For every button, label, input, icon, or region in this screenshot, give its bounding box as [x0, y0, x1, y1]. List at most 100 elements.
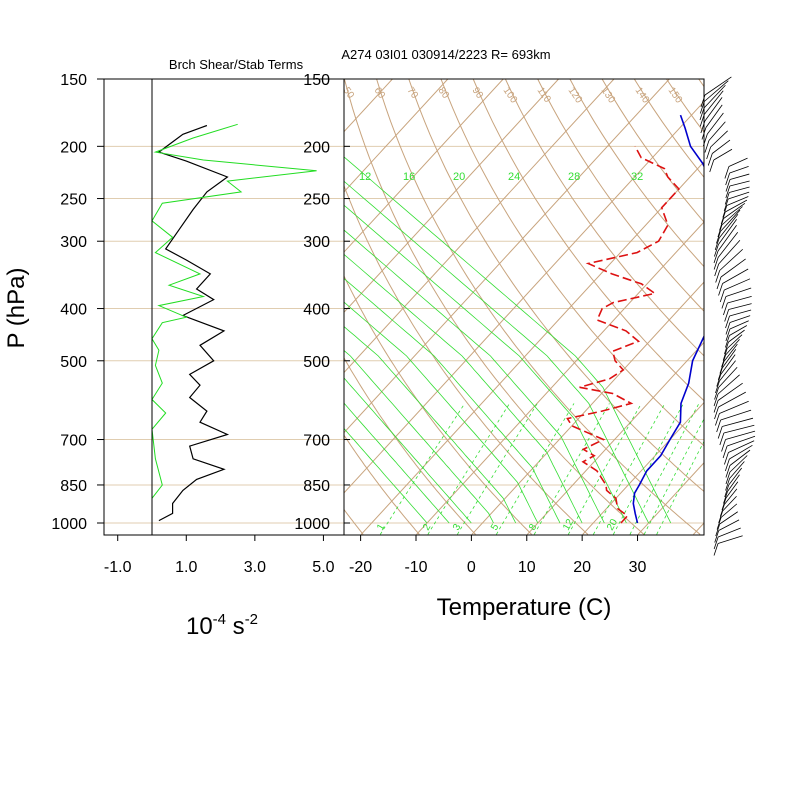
wind-barb-flag — [721, 439, 726, 452]
skewt-dry-adiabat — [344, 508, 364, 535]
skewt-theta-label-150: 150 — [666, 85, 685, 105]
wind-barb-flag — [714, 406, 719, 420]
wind-barb-flag — [725, 322, 731, 335]
wind-barb-shaft — [708, 121, 726, 141]
right-y-tick-label-850: 850 — [303, 478, 330, 495]
skewt-mixing-ratio-line — [427, 403, 510, 535]
right-y-tick-label-700: 700 — [303, 433, 330, 450]
skewt-mixing-ratio-line — [629, 403, 700, 535]
wind-barb-flag — [723, 491, 728, 504]
wind-barb-flag — [719, 289, 725, 303]
wind-barb-shaft — [729, 325, 748, 336]
right-y-tick-label-1000: 1000 — [294, 516, 330, 533]
wind-barb-flag — [725, 328, 731, 342]
skewt-moist-adiabat — [344, 229, 605, 524]
wind-barb-flag — [699, 101, 705, 114]
right-x-tick-label-30: 30 — [629, 559, 647, 576]
left-series-group — [151, 123, 317, 522]
wind-barb-shaft — [729, 180, 750, 187]
skewt-moist-adiabat — [344, 301, 539, 524]
wind-barb-flag — [714, 237, 720, 251]
wind-barb-flag — [722, 445, 728, 459]
right-x-axis-label: Temperature (C) — [437, 594, 612, 621]
wind-barb-flag — [719, 361, 725, 374]
wind-barb-shaft — [729, 455, 748, 473]
left-x-tick-label--1.0: -1.0 — [104, 559, 132, 576]
wind-barb-flag — [724, 309, 730, 322]
left-panel-title: Brch Shear/Stab Terms — [169, 57, 304, 72]
wind-barb-flag — [719, 504, 725, 517]
skew-t-profiles — [566, 114, 704, 524]
wind-barb-shaft — [729, 461, 745, 479]
wind-barb-flag — [699, 114, 705, 127]
skewt-mixing-ratio-bottom-label-3: 3 — [451, 522, 464, 533]
wind-barb-shaft — [722, 496, 737, 512]
skewt-moist-adiabat — [344, 180, 649, 524]
skewt-moist-adiabat — [344, 204, 627, 524]
wind-barb-shaft — [720, 354, 736, 375]
wind-barb-shaft — [728, 467, 743, 486]
left-y-tick-label-850: 850 — [60, 478, 87, 495]
skewt-dry-adiabat — [344, 274, 532, 535]
wind-barb-flag — [719, 432, 725, 446]
skewt-isotherm — [582, 401, 704, 535]
wind-barb-shaft — [717, 527, 741, 538]
wind-barb-flag — [717, 367, 723, 381]
shear-stability-panel: 150 200 250 300 400 500 700 850 1000 -1.0 1.0 3.0 5… — [3, 57, 345, 640]
skewt-mixing-ratio-top-label-12: 12 — [359, 171, 371, 183]
wind-barb-shaft — [726, 196, 749, 206]
left-x-axis-label-unit: s — [226, 613, 245, 640]
skewt-dry-adiabat — [569, 79, 704, 268]
skewt-dry-adiabat — [408, 79, 704, 493]
right-x-tick-labels: -20 -10 0 10 20 30 — [349, 535, 647, 576]
skewt-mixing-ratio-bottom-label-5: 5 — [489, 522, 502, 533]
wind-barb-shaft — [721, 206, 743, 226]
left-y-tick-label-400: 400 — [60, 302, 87, 319]
wind-barb-flag — [700, 94, 706, 108]
left-y-tick-label-250: 250 — [60, 192, 87, 209]
wind-barb-shaft — [707, 112, 724, 135]
skewt-mixing-ratio-line — [533, 403, 610, 535]
wind-barb-flag — [717, 426, 723, 439]
skewt-dry-adiabat — [601, 79, 704, 223]
wind-barb-flag — [724, 458, 730, 472]
wind-barb-shaft — [727, 474, 740, 492]
wind-barb-shaft — [729, 449, 751, 466]
left-y-tick-label-200: 200 — [60, 139, 87, 156]
wind-barb-shaft — [704, 76, 732, 96]
wind-barb-shaft — [725, 287, 752, 297]
wind-barb-flag — [716, 419, 722, 433]
left-x-tick-labels: -1.0 1.0 3.0 5.0 — [104, 535, 335, 576]
skewt-isotherm — [344, 79, 670, 434]
wind-barb-flag — [699, 107, 705, 121]
wind-barb-flag — [725, 465, 731, 478]
left-series-line-2 — [151, 123, 317, 514]
wind-barb-flag — [706, 146, 712, 160]
wind-barb-flag — [713, 250, 719, 264]
skewt-dry-adiabat — [719, 63, 800, 535]
wind-barb-shaft — [718, 239, 741, 265]
wind-barb-shaft — [719, 360, 736, 382]
wind-barb-flag — [721, 296, 727, 309]
wind-barb-flag — [725, 185, 731, 199]
wind-barb-flag — [722, 348, 728, 361]
skewt-mixing-ratio-line — [656, 440, 704, 535]
wind-barb-flag — [702, 133, 708, 147]
wind-barb-flag — [723, 198, 729, 212]
left-x-tick-label-5.0: 5.0 — [312, 559, 334, 576]
skewt-dry-adiabat — [440, 79, 704, 447]
skewt-isotherm — [0, 79, 226, 534]
wind-barb-flag — [714, 263, 720, 277]
wind-barb-flag — [713, 393, 719, 407]
wind-barb-shaft — [705, 104, 723, 128]
wind-barb-flag — [713, 536, 719, 550]
wind-barb-flag — [724, 484, 730, 498]
wind-barb-flag — [724, 192, 730, 205]
skewt-mixing-ratio-line — [643, 418, 704, 535]
wind-barb-shaft — [703, 84, 726, 109]
left-series-line-1 — [157, 124, 230, 522]
right-y-tick-label-150: 150 — [303, 72, 330, 89]
right-x-tick-label-20: 20 — [573, 559, 591, 576]
wind-barb-flag — [725, 471, 731, 485]
